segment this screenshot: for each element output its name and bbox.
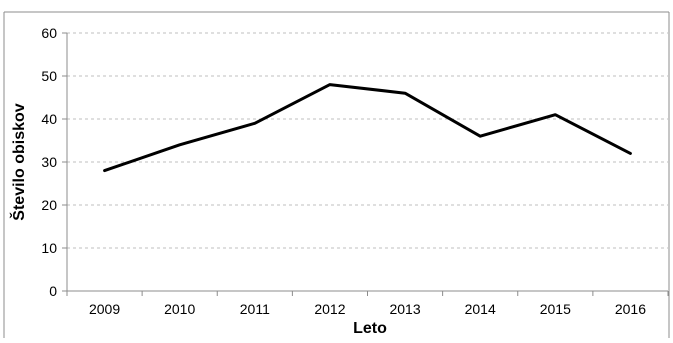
series-line-0 — [105, 85, 631, 171]
x-axis-title: Leto — [353, 320, 387, 337]
y-tick-label-60: 60 — [41, 25, 57, 41]
series-lines — [104, 85, 630, 171]
x-tick-label-2016: 2016 — [615, 301, 646, 317]
x-tick-label-2009: 2009 — [89, 301, 120, 317]
gridlines — [67, 33, 668, 248]
y-tick-labels: 0 10 20 30 40 50 60 — [41, 25, 57, 299]
y-tick-label-10: 10 — [41, 240, 57, 256]
y-tick-label-20: 20 — [41, 197, 57, 213]
x-tick-label-2010: 2010 — [164, 301, 195, 317]
x-tick-labels: 2009 2010 2011 2012 2013 2014 2015 2016 — [89, 301, 646, 317]
x-tick-label-2013: 2013 — [389, 301, 420, 317]
y-tick-label-50: 50 — [41, 68, 57, 84]
x-tick-label-2011: 2011 — [240, 301, 270, 317]
y-tick-label-30: 30 — [41, 154, 57, 170]
x-tick-label-2015: 2015 — [540, 301, 571, 317]
y-tick-label-0: 0 — [49, 283, 57, 299]
x-tick-label-2012: 2012 — [314, 301, 345, 317]
x-tick-label-2014: 2014 — [465, 301, 496, 317]
y-tick-label-40: 40 — [41, 111, 57, 127]
axes — [62, 33, 668, 296]
y-axis-title: Število obiskov — [9, 103, 28, 220]
